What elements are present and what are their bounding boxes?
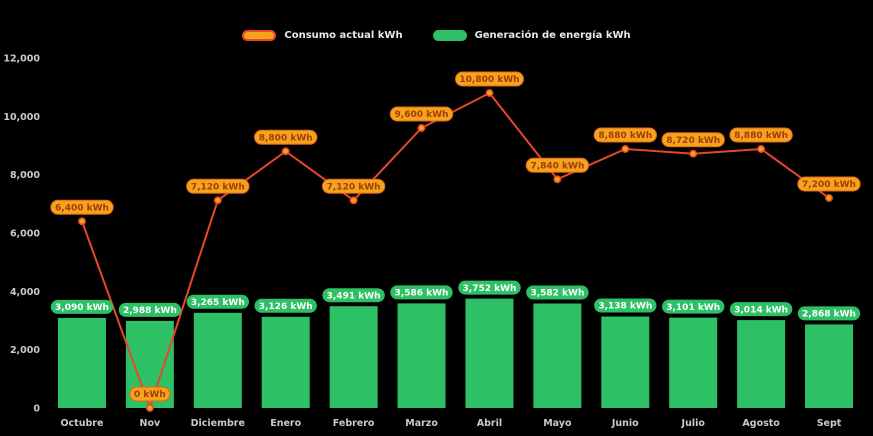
line-value-label	[50, 199, 114, 215]
bar-value-label	[118, 302, 182, 317]
line-point-marker[interactable]	[553, 175, 562, 184]
line-value-label-text: 8,880 kWh	[598, 131, 652, 141]
bar-value-label	[322, 288, 385, 303]
generation-bar[interactable]	[737, 320, 786, 408]
line-value-label-text: 7,120 kWh	[327, 183, 381, 193]
generation-bar[interactable]	[533, 303, 582, 409]
line-value-label	[797, 176, 861, 192]
bar-value-label-text: 3,582 kWh	[530, 289, 584, 299]
bar-value-label	[797, 306, 861, 321]
generation-bar[interactable]	[329, 306, 378, 408]
legend-item-generacion[interactable]: Generación de energía kWh	[432, 30, 631, 41]
line-value-label	[389, 106, 454, 122]
line-value-label-text: 7,120 kWh	[191, 183, 245, 193]
line-value-label	[321, 178, 386, 194]
y-axis-tick-label: 12,000	[3, 54, 40, 65]
bar-value-label-text: 3,752 kWh	[463, 284, 517, 294]
line-value-label-text: 8,880 kWh	[734, 131, 788, 141]
x-axis-label: Abril	[477, 418, 502, 429]
bar-value-label-text: 3,014 kWh	[734, 305, 788, 315]
bar-value-label	[594, 298, 657, 313]
line-point-marker[interactable]	[417, 124, 426, 132]
generation-bar[interactable]	[261, 316, 310, 408]
bar-value-label-text: 3,491 kWh	[327, 291, 381, 301]
line-value-label	[525, 157, 590, 173]
line-value-label	[593, 127, 657, 143]
bar-value-label	[254, 298, 317, 313]
line-value-label	[455, 71, 524, 87]
line-value-label	[254, 129, 318, 145]
bar-value-label	[729, 302, 793, 317]
line-point-marker[interactable]	[757, 145, 766, 153]
line-value-label	[661, 132, 725, 148]
x-axis-label: Sept	[817, 418, 842, 429]
bar-value-label-text: 2,988 kWh	[123, 306, 177, 316]
y-axis-tick-label: 8,000	[10, 170, 40, 181]
x-axis-label: Enero	[270, 418, 301, 429]
generation-bar[interactable]	[193, 312, 242, 408]
line-value-label-text: 7,200 kWh	[802, 180, 856, 190]
line-point-marker[interactable]	[145, 404, 154, 412]
line-value-label-text: 0 kWh	[134, 390, 166, 400]
x-axis-label: Febrero	[333, 418, 375, 429]
line-point-marker[interactable]	[689, 149, 698, 158]
line-value-label	[729, 127, 793, 143]
bar-value-label-text: 3,586 kWh	[395, 289, 449, 299]
consumo-swatch-icon	[242, 30, 277, 41]
x-axis-label: Mayo	[543, 418, 572, 429]
y-axis-tick-label: 2,000	[10, 345, 40, 356]
bar-value-label	[662, 299, 725, 314]
x-axis-label: Julio	[681, 418, 706, 429]
line-point-marker[interactable]	[349, 196, 358, 205]
legend-label-consumo: Consumo actual kWh	[284, 30, 403, 41]
generation-bar[interactable]	[669, 317, 718, 408]
line-value-label-text: 6,400 kWh	[55, 204, 109, 214]
line-point-marker[interactable]	[485, 89, 494, 97]
x-axis-label: Agosto	[742, 418, 780, 429]
y-axis-tick-label: 4,000	[10, 287, 40, 298]
line-value-label-text: 8,720 kWh	[666, 136, 720, 146]
bar-value-label-text: 3,265 kWh	[191, 298, 245, 308]
x-axis-label: Diciembre	[191, 418, 245, 429]
y-axis-tick-label: 6,000	[10, 229, 40, 240]
x-axis-label: Nov	[140, 418, 161, 429]
generation-bar[interactable]	[805, 324, 854, 408]
bar-value-label	[458, 280, 521, 295]
line-value-label-text: 10,800 kWh	[459, 75, 519, 85]
bar-value-label	[186, 294, 249, 309]
line-point-marker[interactable]	[281, 147, 290, 156]
generation-bar[interactable]	[465, 298, 514, 408]
generation-bar[interactable]	[397, 303, 446, 408]
x-axis-label: Marzo	[405, 418, 438, 429]
y-axis-tick-label: 0	[33, 404, 40, 415]
bar-value-label	[390, 285, 453, 300]
line-value-label-text: 8,800 kWh	[259, 134, 313, 144]
legend-item-consumo[interactable]: Consumo actual kWh	[242, 30, 403, 41]
consumption-line	[81, 91, 830, 412]
bar-value-label	[526, 285, 589, 300]
bar-value-label-text: 3,090 kWh	[55, 303, 109, 313]
line-point-marker[interactable]	[825, 194, 833, 202]
legend: Consumo actual kWh Generación de energía…	[0, 30, 873, 41]
generation-bar[interactable]	[601, 316, 650, 409]
line-value-label-text: 9,600 kWh	[395, 110, 449, 120]
line-value-label	[129, 386, 171, 402]
bar-value-label	[50, 299, 114, 314]
y-axis-tick-label: 10,000	[3, 112, 40, 123]
line-value-label	[186, 178, 250, 194]
line-value-label-text: 7,840 kWh	[530, 162, 584, 172]
legend-label-generacion: Generación de energía kWh	[474, 30, 631, 41]
x-axis-label: Junio	[611, 418, 639, 429]
line-point-marker[interactable]	[621, 145, 630, 153]
bar-value-label-text: 3,101 kWh	[666, 303, 720, 313]
generacion-swatch-icon	[432, 30, 467, 41]
bar-value-label-text: 2,868 kWh	[802, 310, 856, 320]
generation-bar[interactable]	[57, 317, 106, 408]
bar-value-label-text: 3,138 kWh	[598, 302, 652, 312]
line-point-marker[interactable]	[78, 217, 86, 226]
bar-value-label-text: 3,126 kWh	[259, 302, 313, 312]
x-axis-label: Octubre	[60, 418, 103, 429]
line-point-marker[interactable]	[213, 196, 222, 205]
